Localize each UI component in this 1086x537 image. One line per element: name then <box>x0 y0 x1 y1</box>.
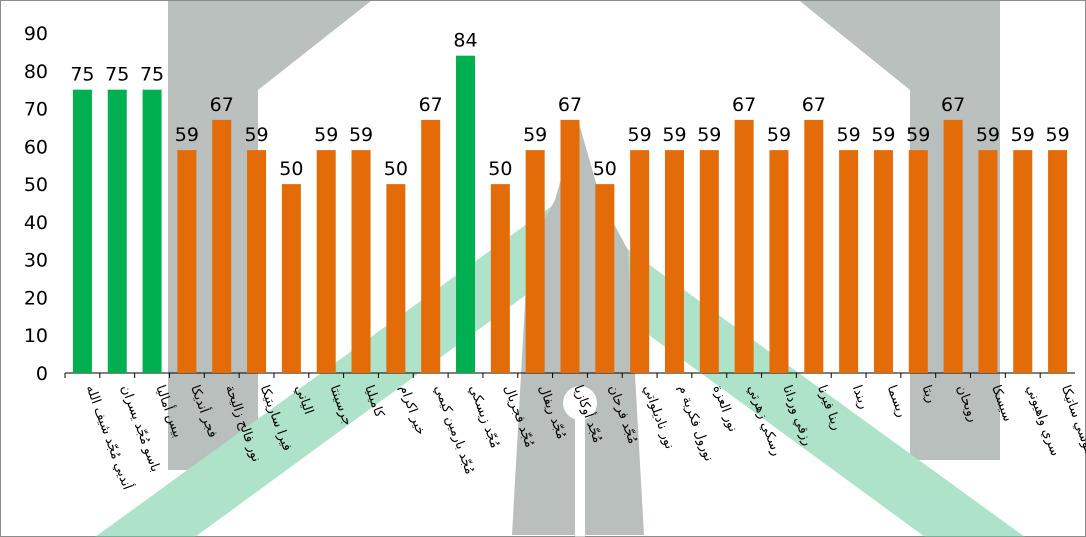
data-label: 50 <box>384 158 408 180</box>
y-tick-label: 30 <box>24 250 48 272</box>
data-label: 59 <box>697 124 721 146</box>
data-label: 59 <box>523 124 547 146</box>
data-label: 67 <box>419 94 443 116</box>
bar <box>769 150 789 373</box>
data-label: 67 <box>210 94 234 116</box>
data-label: 50 <box>593 158 617 180</box>
bar <box>839 150 859 373</box>
bar <box>386 184 406 373</box>
bar <box>107 89 127 374</box>
data-label: 59 <box>175 124 199 146</box>
watermark-keyhole <box>563 386 597 420</box>
bar <box>490 184 510 373</box>
bar <box>525 150 545 373</box>
y-tick-label: 10 <box>24 325 48 347</box>
bar <box>1013 150 1033 373</box>
bar <box>560 119 580 373</box>
data-label: 75 <box>105 64 129 86</box>
data-label: 59 <box>1011 124 1035 146</box>
data-label: 67 <box>802 94 826 116</box>
data-label: 50 <box>279 158 303 180</box>
bar <box>664 150 684 373</box>
data-label: 50 <box>488 158 512 180</box>
data-label: 67 <box>941 94 965 116</box>
bar <box>873 150 893 373</box>
watermark-keyhole-stem <box>575 418 585 537</box>
data-label: 59 <box>976 124 1000 146</box>
bar <box>804 119 824 373</box>
bar <box>630 150 650 373</box>
y-tick-label: 50 <box>24 174 48 196</box>
bar <box>212 119 232 373</box>
y-tick-label: 90 <box>24 23 48 45</box>
data-label: 59 <box>628 124 652 146</box>
y-tick-label: 20 <box>24 287 48 309</box>
bar <box>351 150 371 373</box>
data-label: 59 <box>244 124 268 146</box>
watermark-chevron <box>168 0 1000 470</box>
bar <box>456 55 476 374</box>
bar <box>943 119 963 373</box>
bar <box>316 150 336 373</box>
y-tick-label: 70 <box>24 99 48 121</box>
data-label: 67 <box>732 94 756 116</box>
data-label: 59 <box>767 124 791 146</box>
bar <box>734 119 754 373</box>
bar <box>1048 150 1068 373</box>
bar <box>908 150 928 373</box>
data-label: 75 <box>70 64 94 86</box>
bar <box>699 150 719 373</box>
data-label: 59 <box>662 124 686 146</box>
bar <box>142 89 162 374</box>
data-label: 59 <box>871 124 895 146</box>
data-label: 59 <box>349 124 373 146</box>
y-tick-label: 60 <box>24 136 48 158</box>
y-tick-label: 0 <box>36 363 48 385</box>
data-label: 67 <box>558 94 582 116</box>
bar <box>177 150 197 373</box>
data-label: 59 <box>906 124 930 146</box>
bar <box>72 89 92 374</box>
y-tick-label: 40 <box>24 212 48 234</box>
y-tick-label: 80 <box>24 61 48 83</box>
data-label: 59 <box>314 124 338 146</box>
bar <box>247 150 267 373</box>
x-tick-label: ريتا <box>919 383 939 405</box>
data-label: 59 <box>837 124 861 146</box>
bar <box>595 184 615 373</box>
data-label: 75 <box>140 64 164 86</box>
bar <box>978 150 998 373</box>
bar <box>281 184 301 373</box>
watermark-logo <box>95 0 1025 537</box>
data-label: 84 <box>453 30 477 52</box>
data-label: 59 <box>1045 124 1069 146</box>
bar <box>421 119 441 373</box>
